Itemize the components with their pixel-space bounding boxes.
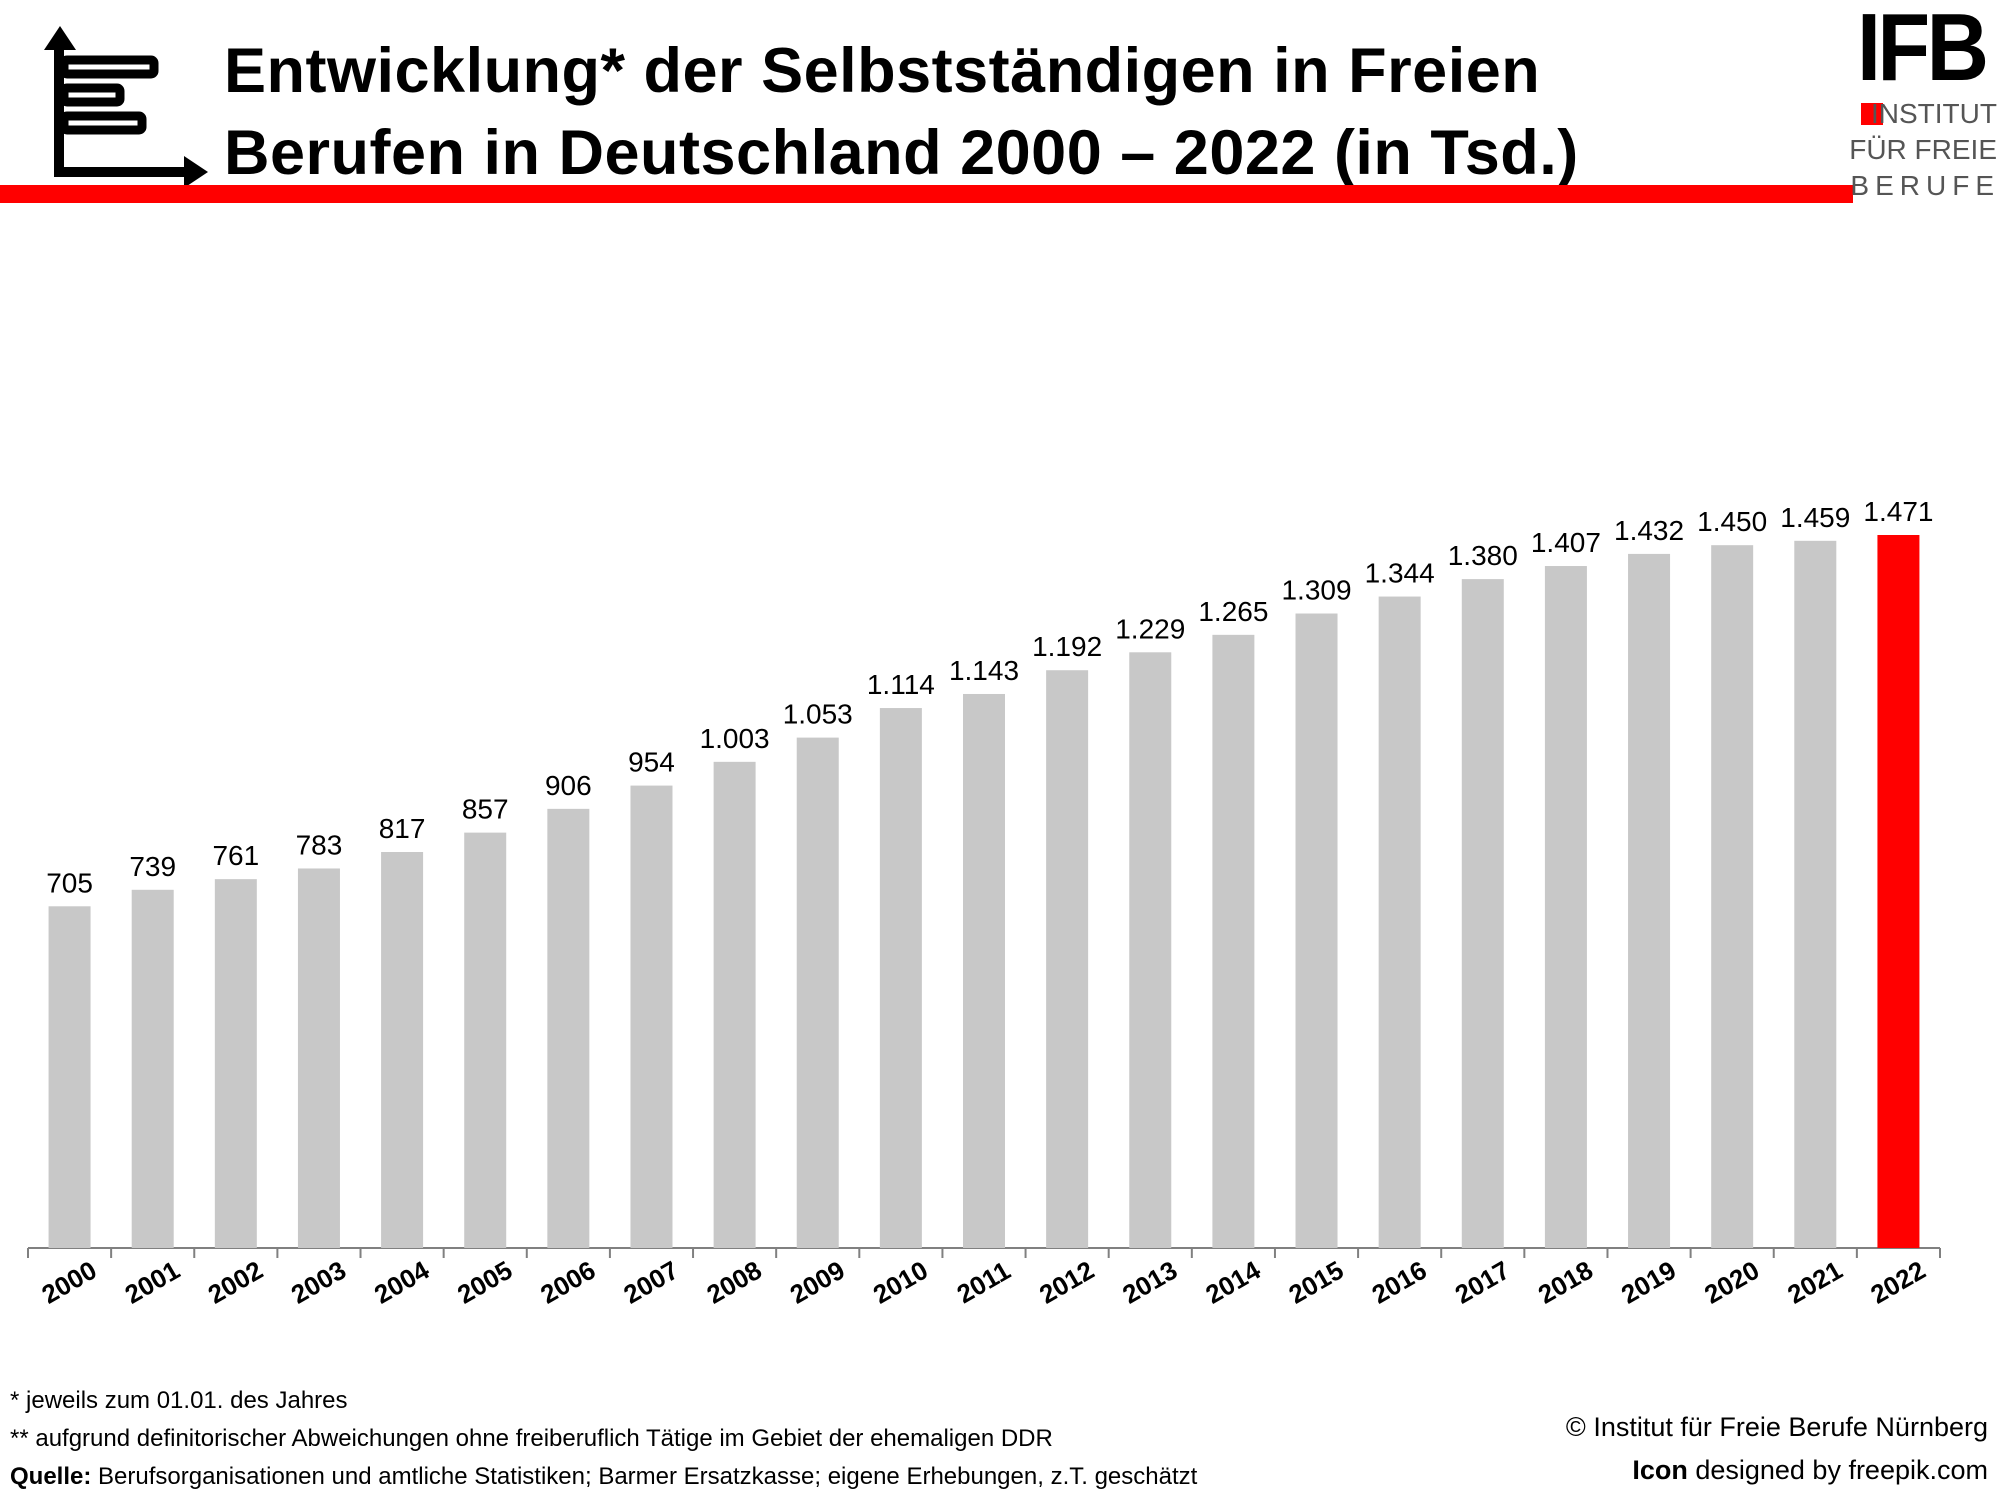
data-label-2013: 1.229 [1115, 613, 1185, 644]
bar-2000 [48, 906, 91, 1248]
x-tick-label-2009: 2009 [785, 1255, 850, 1310]
x-tick-label-2008: 2008 [702, 1255, 767, 1310]
bar-2005 [464, 832, 507, 1248]
logo-red-square [1861, 103, 1883, 125]
logo-mark: IFB [1857, 0, 1989, 101]
footnote-2: ** aufgrund definitorischer Abweichungen… [10, 1425, 1053, 1452]
bar-2009 [796, 737, 839, 1248]
ifb-logo: IFB INSTITUT FÜR FREIE BERUFE [1849, 0, 2000, 206]
bar-2002 [214, 879, 257, 1248]
bar-2006 [547, 808, 590, 1248]
logo-line-2: FÜR FREIE [1849, 134, 1997, 165]
data-label-2011: 1.143 [949, 655, 1019, 686]
data-label-2010: 1.114 [867, 669, 935, 700]
bar-2001 [131, 889, 174, 1248]
bar-2015 [1295, 613, 1338, 1248]
logo-line-1: INSTITUT [1871, 98, 1997, 129]
x-tick-label-2006: 2006 [535, 1255, 600, 1310]
bar-2008 [713, 761, 756, 1248]
bar-2010 [879, 708, 922, 1248]
bar-2018 [1544, 566, 1587, 1248]
data-label-2001: 739 [129, 851, 176, 882]
bar-2014 [1212, 634, 1255, 1248]
x-tick-label-2021: 2021 [1782, 1255, 1847, 1310]
bar-2017 [1461, 579, 1504, 1248]
data-label-2007: 954 [628, 747, 675, 778]
x-tick-label-2011: 2011 [952, 1255, 1016, 1309]
bar-2004 [381, 851, 424, 1248]
footnote-1: * jeweils zum 01.01. des Jahres [10, 1387, 348, 1414]
title-line-2: Berufen in Deutschland 2000 – 2022 (in T… [224, 118, 1579, 188]
data-label-2014: 1.265 [1198, 596, 1268, 627]
bar-2022 [1877, 535, 1920, 1248]
bar-chart-axes-icon [44, 26, 208, 186]
x-tick-label-2010: 2010 [868, 1255, 933, 1310]
x-tick-label-2007: 2007 [618, 1255, 683, 1310]
bar-2021 [1794, 540, 1837, 1248]
x-tick-label-2016: 2016 [1367, 1255, 1432, 1310]
data-label-2004: 817 [379, 813, 426, 844]
bar-2020 [1711, 545, 1754, 1248]
data-label-2002: 761 [212, 840, 259, 871]
x-tick-label-2013: 2013 [1117, 1255, 1182, 1310]
logo-line-3: BERUFE [1850, 170, 2000, 201]
x-tick-label-2004: 2004 [369, 1254, 435, 1309]
source-note: Quelle: Berufsorganisationen und amtlich… [10, 1463, 1197, 1491]
data-label-2005: 857 [462, 794, 509, 825]
data-label-2008: 1.003 [700, 723, 770, 754]
data-label-2009: 1.053 [783, 699, 853, 730]
page-title: Entwicklung* der Selbstständigen in Frei… [224, 30, 1579, 194]
data-label-2018: 1.407 [1531, 527, 1601, 558]
title-line-1: Entwicklung* der Selbstständigen in Frei… [224, 36, 1541, 106]
data-label-2021: 1.459 [1780, 502, 1850, 533]
data-label-2017: 1.380 [1448, 540, 1518, 571]
data-label-2019: 1.432 [1614, 515, 1684, 546]
data-label-2012: 1.192 [1032, 631, 1102, 662]
data-label-2006: 906 [545, 770, 592, 801]
bar-2013 [1129, 652, 1172, 1248]
source-text: Berufsorganisationen und amtliche Statis… [91, 1463, 1198, 1490]
icon-credit-text: designed by freepik.com [1687, 1455, 1988, 1485]
copyright-note: © Institut für Freie Berufe Nürnberg [1565, 1412, 1988, 1442]
x-tick-label-2018: 2018 [1533, 1255, 1598, 1310]
x-tick-label-2017: 2017 [1450, 1255, 1515, 1310]
bar-2016 [1378, 596, 1421, 1248]
source-label: Quelle: [10, 1463, 92, 1490]
bar-chart: 705 2000 739 2001 761 2002 783 2003 817 2004 857 20… [27, 496, 1941, 1310]
x-tick-label-2019: 2019 [1616, 1255, 1681, 1310]
data-label-2016: 1.344 [1365, 558, 1435, 589]
x-tick-label-2003: 2003 [286, 1255, 351, 1310]
x-tick-label-2001: 2001 [120, 1255, 185, 1310]
x-tick-label-2000: 2000 [37, 1255, 102, 1310]
x-tick-label-2015: 2015 [1283, 1255, 1348, 1310]
x-tick-label-2012: 2012 [1034, 1255, 1099, 1310]
x-tick-label-2020: 2020 [1699, 1255, 1764, 1310]
bar-2012 [1046, 670, 1089, 1248]
icon-credit: Icon designed by freepik.com [1632, 1455, 1988, 1486]
bar-2003 [297, 868, 340, 1248]
bar-2019 [1628, 553, 1671, 1248]
bar-2011 [963, 693, 1005, 1248]
data-label-2000: 705 [46, 867, 93, 898]
data-label-2022: 1.471 [1863, 496, 1933, 527]
x-tick-label-2005: 2005 [452, 1255, 517, 1310]
bar-2007 [630, 785, 673, 1248]
data-label-2003: 783 [296, 829, 343, 860]
x-tick-label-2014: 2014 [1200, 1254, 1266, 1309]
x-tick-label-2022: 2022 [1865, 1255, 1930, 1310]
icon-credit-label: Icon [1632, 1455, 1688, 1485]
data-label-2020: 1.450 [1697, 506, 1767, 537]
title-underline-bar [0, 185, 1853, 203]
data-label-2015: 1.309 [1281, 575, 1351, 606]
x-tick-label-2002: 2002 [203, 1255, 268, 1310]
